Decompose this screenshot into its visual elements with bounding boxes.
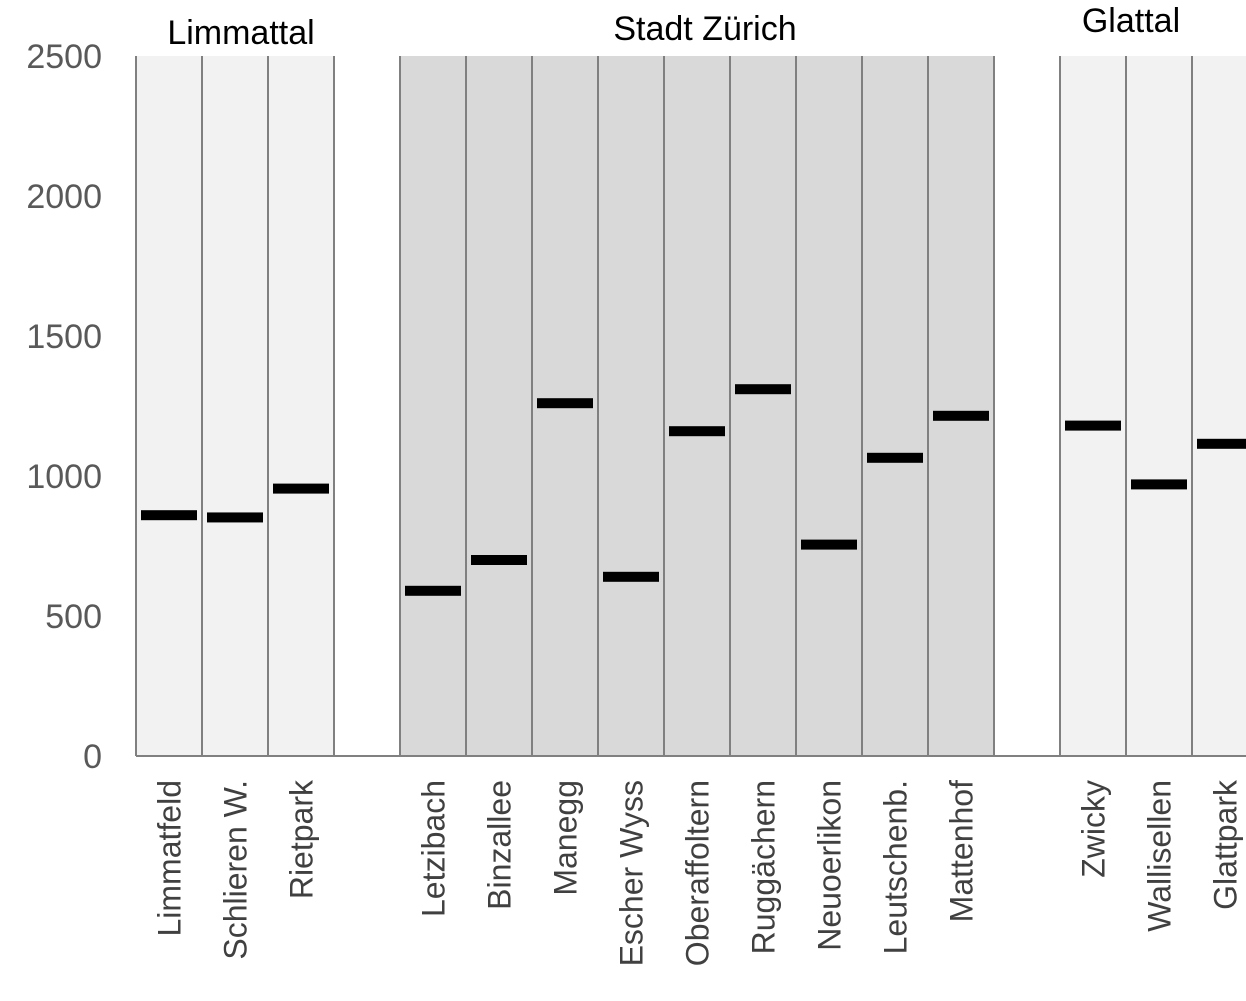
- y-tick-label: 0: [83, 738, 102, 776]
- value-marker: [1197, 438, 1246, 449]
- x-category-label: Mattenhof: [944, 780, 980, 922]
- value-marker: [1065, 420, 1121, 431]
- group-title: Stadt Zürich: [613, 10, 796, 48]
- y-tick-label: 1000: [26, 458, 102, 496]
- value-marker: [471, 555, 527, 565]
- value-marker: [801, 539, 857, 550]
- value-marker: [141, 510, 197, 521]
- x-category-label: Manegg: [548, 780, 584, 896]
- value-marker: [735, 384, 791, 395]
- group-band: [1060, 56, 1246, 756]
- x-category-label: Binzallee: [482, 780, 518, 910]
- y-tick-label: 2000: [26, 178, 102, 216]
- group-title: Limmattal: [167, 14, 314, 52]
- x-category-label: Zwicky: [1076, 780, 1112, 878]
- x-category-label: Limmatfeld: [152, 780, 188, 937]
- x-category-label: Leutschenb.: [878, 780, 914, 954]
- x-category-label: Schlieren W.: [218, 780, 254, 960]
- value-marker: [405, 585, 461, 596]
- x-category-label: Neuoerlikon: [812, 780, 848, 951]
- x-category-label: Ruggächern: [746, 780, 782, 954]
- value-marker: [603, 571, 659, 582]
- x-category-label: Rietpark: [284, 779, 320, 899]
- x-category-label: Oberaffoltern: [680, 780, 716, 966]
- group-title: Glattal: [1082, 2, 1180, 40]
- x-category-label: Wallisellen: [1142, 780, 1178, 932]
- value-marker: [867, 452, 923, 463]
- value-marker: [537, 398, 593, 409]
- y-tick-label: 1500: [26, 318, 102, 356]
- value-marker: [669, 426, 725, 437]
- group-band: [400, 56, 994, 756]
- y-tick-label: 500: [45, 598, 102, 636]
- value-marker: [1131, 479, 1187, 490]
- y-tick-label: 2500: [26, 38, 102, 76]
- x-category-label: Letzibach: [416, 780, 452, 917]
- value-marker: [207, 512, 263, 523]
- value-marker: [273, 483, 329, 494]
- x-category-label: Glattpark: [1208, 779, 1244, 910]
- x-category-label: Escher Wyss: [614, 780, 650, 966]
- group-band: [136, 56, 334, 756]
- value-marker: [933, 410, 989, 421]
